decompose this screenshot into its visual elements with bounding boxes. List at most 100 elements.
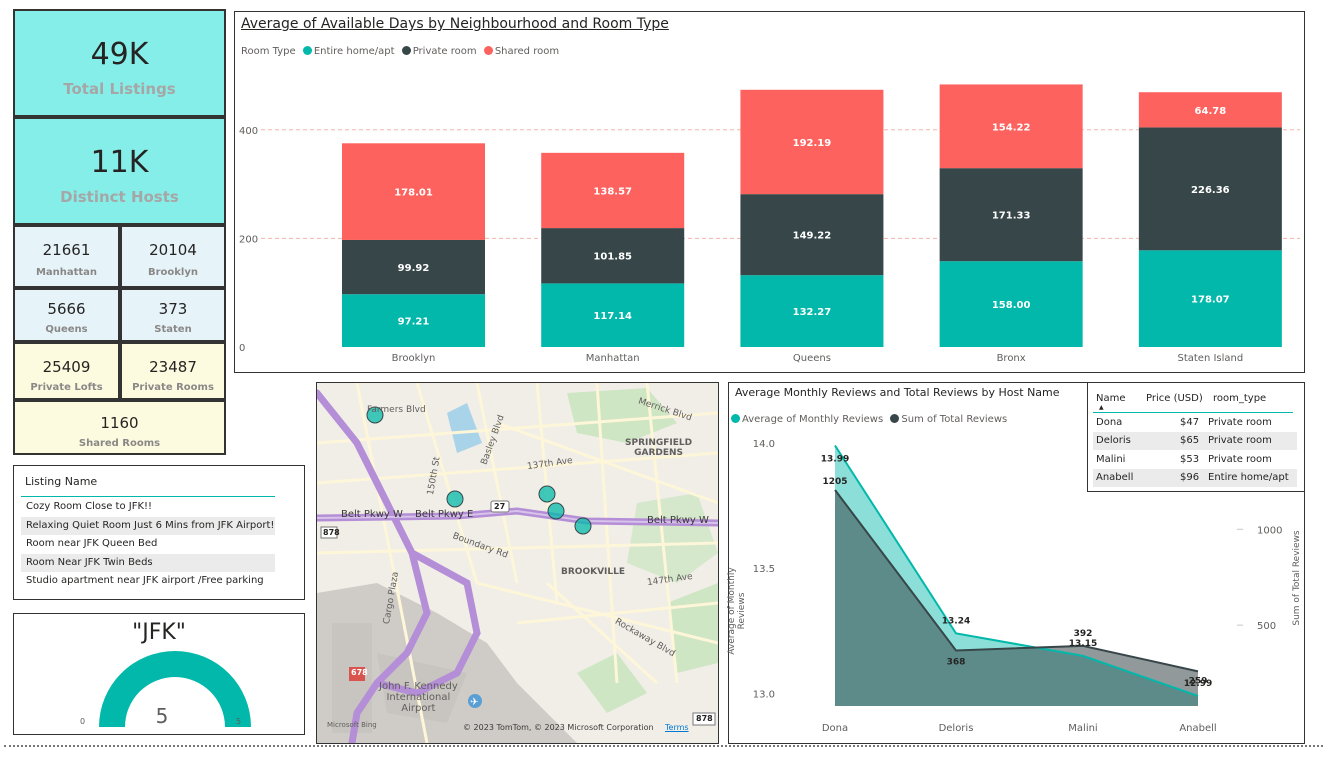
bar-segment[interactable]	[1138, 127, 1282, 251]
data-label: 99.92	[398, 263, 430, 274]
kpi-value: 373	[158, 300, 188, 318]
x-tick-label: Brooklyn	[392, 353, 436, 364]
column-header[interactable]: room_type	[1213, 393, 1267, 404]
data-label: 192.19	[793, 138, 832, 149]
map-terms-link[interactable]: Terms	[665, 723, 689, 732]
table-cell: Dona	[1096, 417, 1123, 428]
table-cell: Private room	[1208, 417, 1272, 428]
slicer-item[interactable]: Studio apartment near JFK airport /Free …	[26, 575, 264, 586]
data-label: 178.01	[394, 188, 433, 199]
table-row[interactable]: Anabell $96 Entire home/apt	[1093, 469, 1297, 487]
legend-item[interactable]: Average of Monthly Reviews	[742, 414, 884, 425]
map-pin[interactable]	[538, 485, 556, 503]
y-axis-label-right: Sum of Total Reviews	[1292, 530, 1302, 626]
map-label: BROOKVILLE	[561, 567, 625, 577]
map-label: 878	[323, 528, 340, 537]
slicer-item[interactable]: Room near JFK Queen Bed	[26, 538, 158, 549]
slicer-item[interactable]: Room Near JFK Twin Beds	[21, 554, 275, 572]
kpi-private-rooms: 23487 Private Rooms	[120, 342, 226, 400]
bar-segment[interactable]	[740, 194, 884, 276]
bar-segment[interactable]	[342, 239, 485, 295]
table-row[interactable]: Malini $53 Private room	[1093, 451, 1297, 469]
data-label: 101.85	[593, 252, 632, 263]
data-label: 149.22	[793, 231, 832, 242]
bar-segment[interactable]	[1138, 92, 1282, 128]
bar-segment[interactable]	[342, 294, 485, 347]
legend-item[interactable]: Shared room	[494, 46, 560, 57]
bar-segment[interactable]	[939, 168, 1083, 262]
x-tick-label: Anabell	[1179, 723, 1216, 734]
column-header[interactable]: Name	[1096, 393, 1126, 404]
map-canvas[interactable]: ✈	[317, 383, 718, 743]
y-tick-label: 13.5	[753, 564, 775, 575]
table-row[interactable]: Deloris $65 Private room	[1093, 432, 1297, 450]
legend-title: Room Type	[241, 46, 296, 57]
airport-icon	[468, 694, 482, 708]
bar-segment[interactable]	[1138, 250, 1282, 347]
table-cell: Deloris	[1096, 435, 1131, 446]
area-series-total[interactable]	[835, 489, 1198, 706]
map-pin[interactable]	[574, 517, 592, 535]
data-label: 138.57	[593, 186, 632, 197]
kpi-distinct-hosts: 11K Distinct Hosts	[13, 117, 226, 225]
kpi-label: Private Lofts	[30, 382, 103, 393]
data-label: 226.36	[1191, 185, 1230, 196]
airport-area	[317, 583, 577, 743]
line-series-monthly[interactable]	[834, 444, 1199, 697]
table-row[interactable]: Dona $47 Private room	[1093, 414, 1297, 432]
data-label: 13.15	[1069, 639, 1097, 649]
bar-segment[interactable]	[541, 283, 685, 347]
map-brand: Microsoft Bing	[327, 721, 377, 729]
kpi-value: 20104	[149, 241, 197, 259]
map-label: SPRINGFIELD GARDENS	[625, 438, 693, 458]
bar-segment[interactable]	[342, 143, 485, 240]
bar-segment[interactable]	[939, 84, 1083, 169]
table-cell: $47	[1180, 417, 1200, 428]
x-tick-label: Staten Island	[1177, 353, 1243, 364]
bar-segment[interactable]	[541, 152, 685, 229]
area-chart-plot: 13.0 13.5 14.0 500 1000 13.99 13.24 13.15 12.99 1…	[753, 439, 1283, 734]
x-tick-label: Malini	[1068, 723, 1097, 734]
listing-map[interactable]: ✈ 27 878 678 878 Merrick Blvd SPRINGFIEL…	[316, 382, 719, 744]
slicer-item[interactable]: Cozy Room Close to JFK!!	[26, 501, 153, 512]
kpi-label: Staten	[154, 324, 192, 335]
column-header[interactable]: Price (USD)	[1146, 393, 1203, 404]
table-cell: Private room	[1208, 454, 1272, 465]
listing-pins[interactable]	[366, 406, 592, 535]
map-pin[interactable]	[547, 502, 565, 520]
data-label: 178.07	[1191, 295, 1230, 306]
bar-segment[interactable]	[939, 261, 1083, 347]
bar-segment[interactable]	[740, 275, 884, 347]
slicer-item[interactable]: Relaxing Quiet Room Just 6 Mins from JFK…	[21, 517, 275, 535]
bar-segment[interactable]	[740, 89, 884, 195]
chart-title: Average Monthly Reviews and Total Review…	[735, 386, 1060, 399]
map-label: Belt Pkwy W	[647, 515, 709, 526]
map-label: 27	[494, 502, 506, 511]
y-tick-label: 13.0	[753, 689, 775, 700]
data-label: 158.00	[992, 300, 1031, 311]
header-underline	[1093, 412, 1293, 413]
monthly-reviews-chart: Average Monthly Reviews and Total Review…	[727, 382, 1305, 744]
kpi-private-lofts: 25409 Private Lofts	[13, 342, 120, 400]
kpi-label: Queens	[45, 324, 88, 335]
table-cell: Malini	[1096, 454, 1126, 465]
bar-segment[interactable]	[541, 228, 685, 284]
legend-item[interactable]: Entire home/apt	[313, 46, 395, 57]
map-pin[interactable]	[366, 406, 384, 424]
kpi-value: 21661	[42, 241, 91, 259]
data-label: 1205	[822, 477, 847, 487]
legend-item[interactable]: Sum of Total Reviews	[901, 414, 1008, 425]
table-cell: Entire home/apt	[1208, 472, 1289, 483]
slicer-header: Listing Name	[25, 475, 98, 488]
data-label: 368	[947, 657, 966, 667]
map-pin[interactable]	[446, 490, 464, 508]
airplane-icon: ✈	[470, 697, 478, 708]
y-axis-label-left: Average of Monthly Reviews	[727, 567, 747, 655]
line-series-total[interactable]	[834, 489, 1199, 673]
data-label: 117.14	[593, 311, 632, 322]
kpi-value: 23487	[149, 358, 197, 376]
kpi-label: Total Listings	[63, 80, 176, 98]
legend-item[interactable]: Private room	[412, 46, 477, 57]
kpi-label: Distinct Hosts	[60, 188, 179, 206]
listing-name-slicer: Listing Name Cozy Room Close to JFK!! Re…	[13, 465, 305, 600]
